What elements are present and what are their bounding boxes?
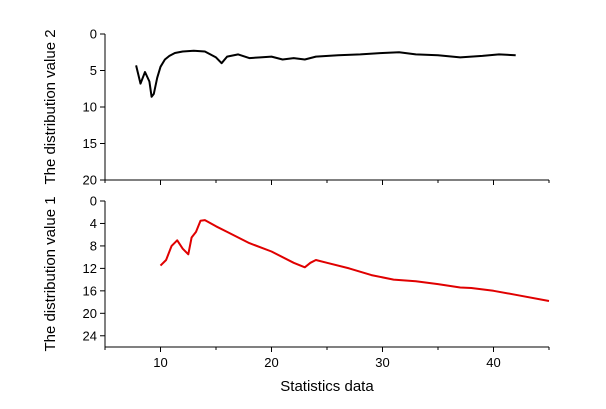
y-tick-label: 15 xyxy=(83,136,97,151)
y-tick-label: 20 xyxy=(83,173,97,188)
y-tick-label: 4 xyxy=(90,216,97,231)
y-tick-label: 10 xyxy=(83,100,97,115)
bottom-panel: 0 4 8 12 16 20 24 10 20 30 40 The distribution valu… xyxy=(42,194,550,370)
top-panel: 0 5 10 15 20 The distribution value 2 xyxy=(42,27,550,188)
y-tick-label: 5 xyxy=(90,63,97,78)
x-tick-label: 20 xyxy=(264,355,278,370)
y-axis-title: The distribution value 2 xyxy=(42,29,59,184)
y-tick-label: 0 xyxy=(90,194,97,209)
y-tick-label: 8 xyxy=(90,238,97,253)
y-tick-label: 16 xyxy=(83,283,97,298)
x-tick-label: 40 xyxy=(486,355,500,370)
x-axis-title: Statistics data xyxy=(280,378,374,395)
x-tick-label: 30 xyxy=(375,355,389,370)
y-tick-label: 12 xyxy=(83,261,97,276)
series-line xyxy=(135,49,516,98)
y-axis-title: The distribution value 1 xyxy=(42,196,59,351)
series-line xyxy=(159,219,550,302)
x-tick-label: 10 xyxy=(153,355,167,370)
y-tick-label: 24 xyxy=(83,328,97,343)
y-tick-label: 20 xyxy=(83,306,97,321)
y-tick-label: 0 xyxy=(90,27,97,42)
